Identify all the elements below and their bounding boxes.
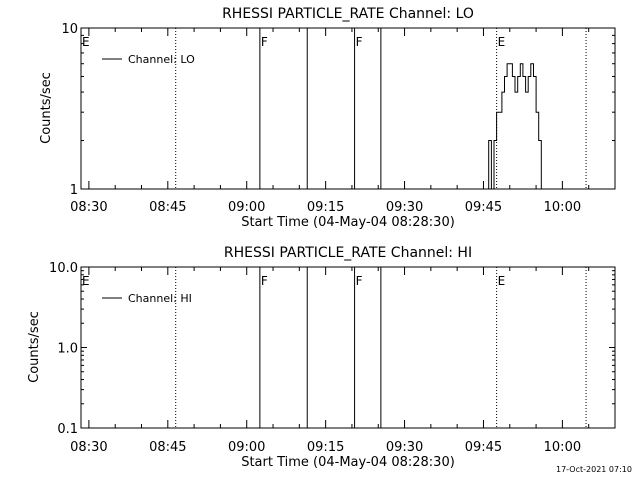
- x-axis-label: Start Time (04-May-04 08:28:30): [241, 215, 455, 230]
- plot-frame: [80, 27, 616, 190]
- x-tick-label: 09:45: [465, 440, 502, 455]
- y-tick-label: 10: [61, 22, 78, 37]
- legend-label: Channel: HI: [128, 292, 192, 305]
- chart-panel-2: RHESSI PARTICLE_RATE Channel: HI Start Ti…: [27, 245, 616, 470]
- event-label: E: [82, 274, 90, 288]
- event-label: F: [356, 35, 363, 49]
- x-tick-label: 09:00: [228, 440, 265, 455]
- x-axis-label: Start Time (04-May-04 08:28:30): [241, 455, 455, 470]
- y-axis-label: Counts/sec: [27, 311, 42, 383]
- event-label: E: [498, 274, 506, 288]
- x-tick-label: 10:00: [544, 200, 581, 215]
- event-label: E: [82, 35, 90, 49]
- x-tick-label: 09:30: [386, 440, 423, 455]
- y-tick-label: 10.0: [49, 261, 78, 276]
- event-label: E: [498, 35, 506, 49]
- x-tick-label: 09:00: [228, 200, 265, 215]
- x-tick-label: 08:45: [149, 440, 186, 455]
- x-tick-label: 08:30: [70, 440, 107, 455]
- x-tick-label: 09:30: [386, 200, 423, 215]
- x-tick-label: 08:45: [149, 200, 186, 215]
- legend-label: Channel: LO: [128, 53, 195, 66]
- event-label: F: [261, 35, 268, 49]
- y-axis-label: Counts/sec: [39, 72, 54, 144]
- event-label: F: [356, 274, 363, 288]
- timestamp-label: 17-Oct-2021 07:10: [556, 465, 632, 474]
- x-tick-label: 09:15: [307, 440, 344, 455]
- x-tick-label: 08:30: [70, 200, 107, 215]
- x-tick-label: 09:15: [307, 200, 344, 215]
- chart-panel-1: RHESSI PARTICLE_RATE Channel: LO Start Ti…: [39, 6, 616, 230]
- event-label: F: [261, 274, 268, 288]
- x-tick-label: 09:45: [465, 200, 502, 215]
- y-tick-label: 1.0: [57, 342, 78, 357]
- chart-title: RHESSI PARTICLE_RATE Channel: LO: [222, 6, 474, 22]
- series-line: [488, 63, 544, 190]
- x-tick-label: 10:00: [544, 440, 581, 455]
- chart-title: RHESSI PARTICLE_RATE Channel: HI: [224, 245, 472, 261]
- y-tick-label: 0.1: [57, 422, 78, 437]
- y-tick-label: 1: [70, 183, 78, 198]
